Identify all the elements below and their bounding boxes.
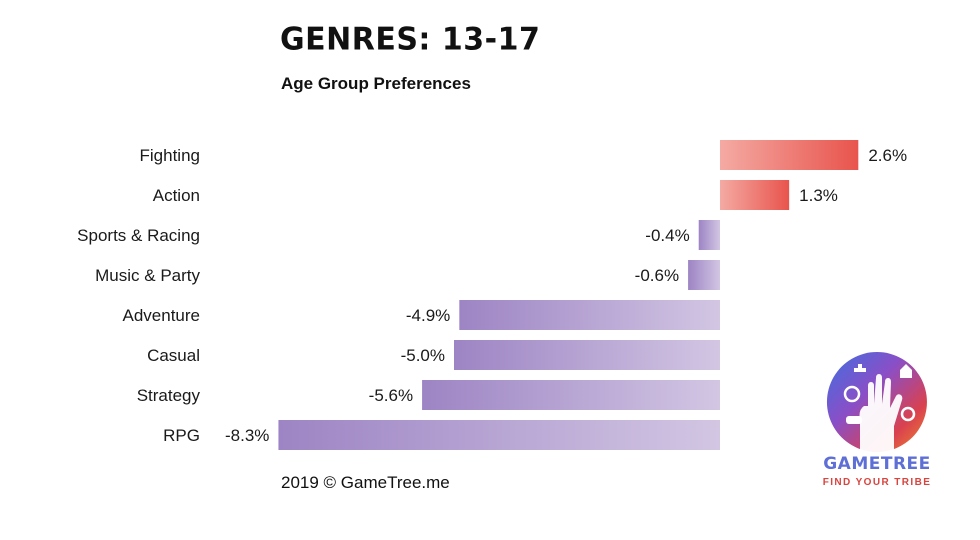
bar — [720, 180, 790, 210]
gametree-logo: GAMETREE FIND YOUR TRIBE — [818, 350, 936, 495]
bar — [688, 260, 720, 290]
chart-subtitle: Age Group Preferences — [281, 74, 471, 93]
data-label: -5.6% — [369, 386, 413, 405]
category-label: RPG — [163, 426, 200, 445]
category-label: Action — [153, 186, 200, 205]
logo-tagline: FIND YOUR TRIBE — [822, 477, 932, 488]
data-label: -0.6% — [635, 266, 679, 285]
bar — [720, 140, 859, 170]
data-label: -5.0% — [401, 346, 445, 365]
data-label: -0.4% — [645, 226, 689, 245]
logo-wordmark: GAMETREE — [823, 454, 931, 474]
category-label: Strategy — [137, 386, 201, 405]
bar — [278, 420, 720, 450]
data-label: -8.3% — [225, 426, 269, 445]
category-label: Sports & Racing — [77, 226, 200, 245]
bar — [459, 300, 720, 330]
category-label: Fighting — [140, 146, 200, 165]
data-label: -4.9% — [406, 306, 450, 325]
bar — [698, 220, 720, 250]
gametree-hand-icon — [826, 352, 927, 452]
category-label: Adventure — [123, 306, 201, 325]
bar — [454, 340, 720, 370]
chart-title: GENRES: 13-17 — [280, 21, 541, 58]
category-label: Music & Party — [95, 266, 200, 285]
copyright-footer: 2019 © GameTree.me — [281, 473, 450, 492]
data-label: 1.3% — [799, 186, 838, 205]
data-label: 2.6% — [868, 146, 907, 165]
bar — [422, 380, 720, 410]
bars-layer: Fighting 2.6% Action 1.3% Sports & Racing -0.… — [77, 140, 907, 450]
category-label: Casual — [147, 346, 200, 365]
